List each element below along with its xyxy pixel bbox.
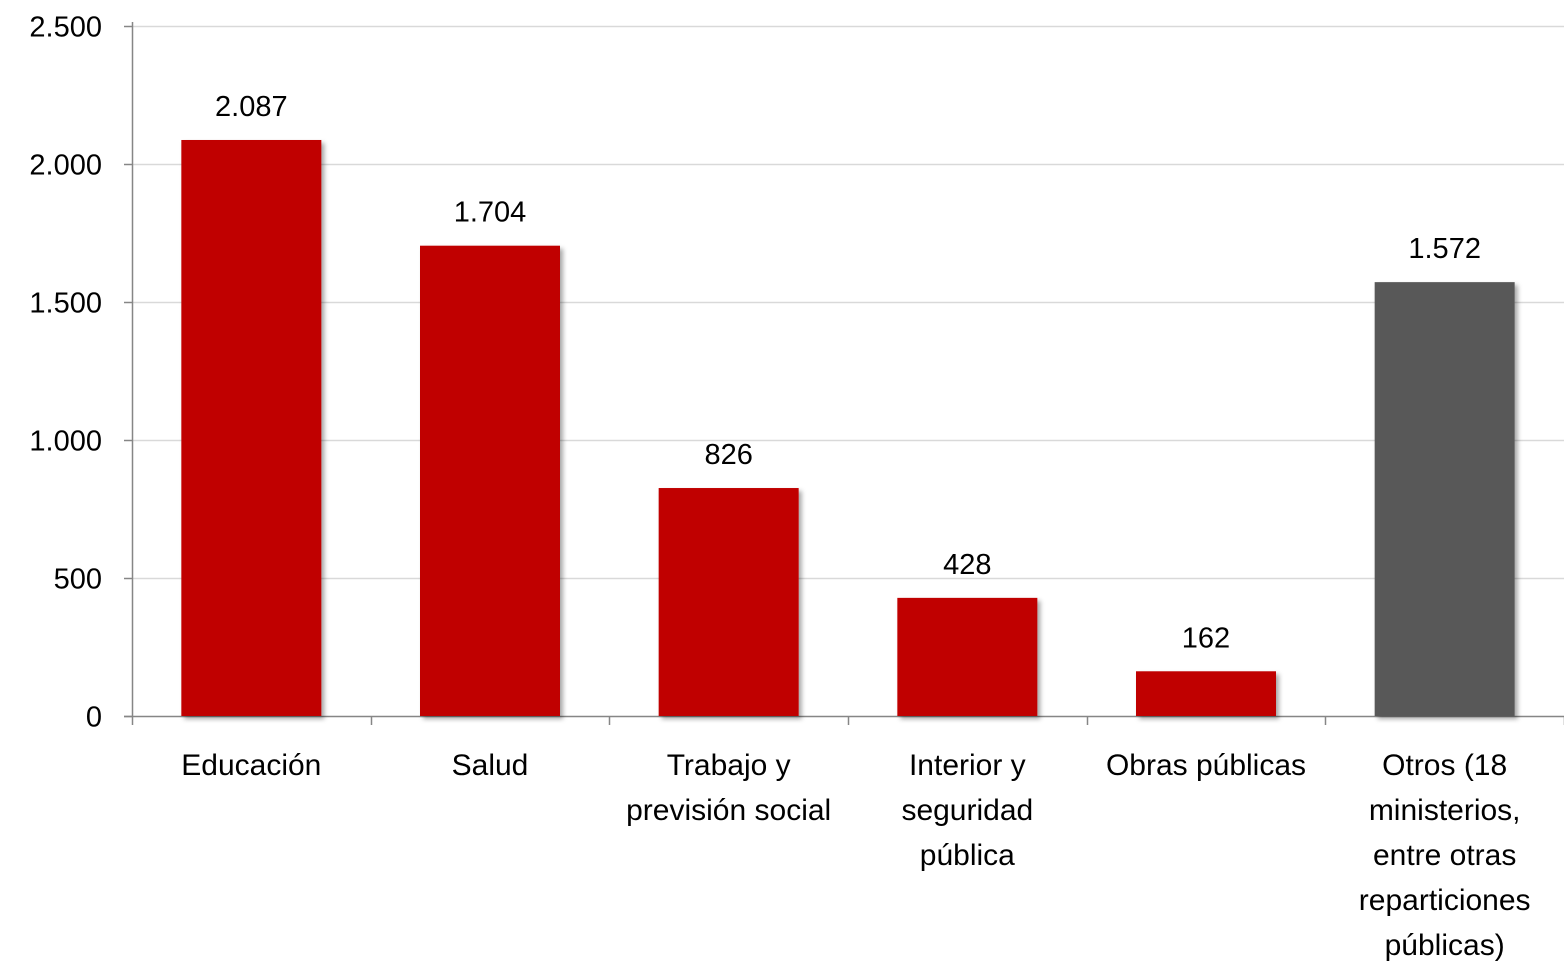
bar <box>181 139 322 716</box>
y-tick-label: 2.500 <box>29 12 102 44</box>
bar <box>658 488 799 716</box>
data-label: 428 <box>943 549 991 581</box>
x-category-label: Trabajo y previsión social <box>626 749 831 827</box>
bar <box>420 245 560 717</box>
gridlines <box>132 25 1564 580</box>
bar <box>1136 671 1276 716</box>
x-category-label: Educación <box>181 749 321 782</box>
y-tick-label: 1.000 <box>29 426 102 458</box>
bars <box>181 139 1515 717</box>
y-tick-label: 2.000 <box>29 150 102 182</box>
axes <box>124 22 1564 725</box>
labels: 0 500 1.000 1.500 2.000 2.500 2.087 Educación 1.… <box>29 12 1530 963</box>
x-category-label: Obras públicas <box>1106 749 1306 782</box>
y-tick-label: 500 <box>54 564 102 596</box>
data-label: 826 <box>704 439 752 471</box>
data-label: 162 <box>1182 622 1230 654</box>
data-label: 2.087 <box>215 91 288 123</box>
x-category-label: Otros (18 ministerios, entre otras repartic… <box>1359 749 1531 962</box>
y-tick-label: 1.500 <box>29 288 102 320</box>
data-label: 1.704 <box>454 197 527 229</box>
bar <box>1374 282 1515 716</box>
data-label: 1.572 <box>1408 233 1481 265</box>
y-tick-label: 0 <box>86 702 102 734</box>
x-category-label: Salud <box>452 749 529 782</box>
bar <box>897 597 1038 716</box>
x-category-label: Interior y seguridad pública <box>901 749 1033 872</box>
